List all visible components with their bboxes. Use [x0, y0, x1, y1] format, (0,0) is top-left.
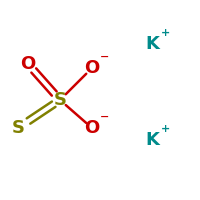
Text: O: O: [84, 119, 100, 137]
Text: +: +: [160, 28, 170, 38]
Text: K: K: [145, 35, 159, 53]
Text: O: O: [20, 55, 36, 73]
Text: S: S: [12, 119, 24, 137]
Text: K: K: [145, 131, 159, 149]
Text: +: +: [160, 124, 170, 134]
Text: S: S: [54, 91, 66, 109]
Text: O: O: [84, 59, 100, 77]
Text: −: −: [100, 112, 110, 122]
Text: −: −: [100, 52, 110, 62]
